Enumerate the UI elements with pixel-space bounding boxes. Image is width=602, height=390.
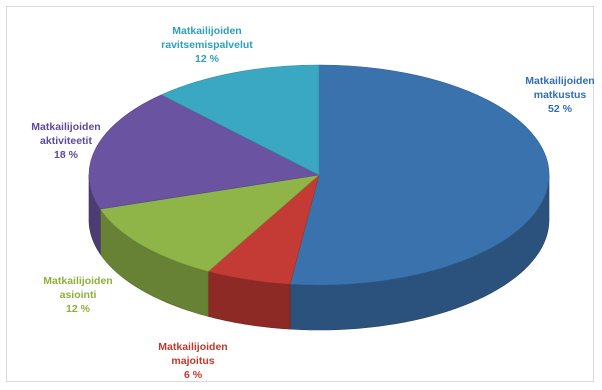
slice-label-aktiviteetit: Matkailijoiden aktiviteetit 18 % <box>31 121 100 161</box>
pie-slice-ravitsemispalvelut <box>160 64 320 176</box>
pie-slice-aktiviteetit <box>88 94 320 210</box>
pie-labels: Matkailijoiden matkustus 52 % Matkailijoide… <box>31 25 594 381</box>
pie-slice-matkustus <box>289 64 550 286</box>
slice-label-ravitsemispalvelut: Matkailijoiden ravitsemispalvelut 12 % <box>161 25 253 65</box>
pie-slice-asiointi <box>99 174 320 272</box>
slice-label-asiointi: Matkailijoiden asiointi 12 % <box>43 275 112 315</box>
slice-label-matkustus: Matkailijoiden matkustus 52 % <box>525 75 594 115</box>
slice-label-majoitus: Matkailijoiden majoitus 6 % <box>158 341 227 381</box>
pie-top <box>88 64 550 286</box>
